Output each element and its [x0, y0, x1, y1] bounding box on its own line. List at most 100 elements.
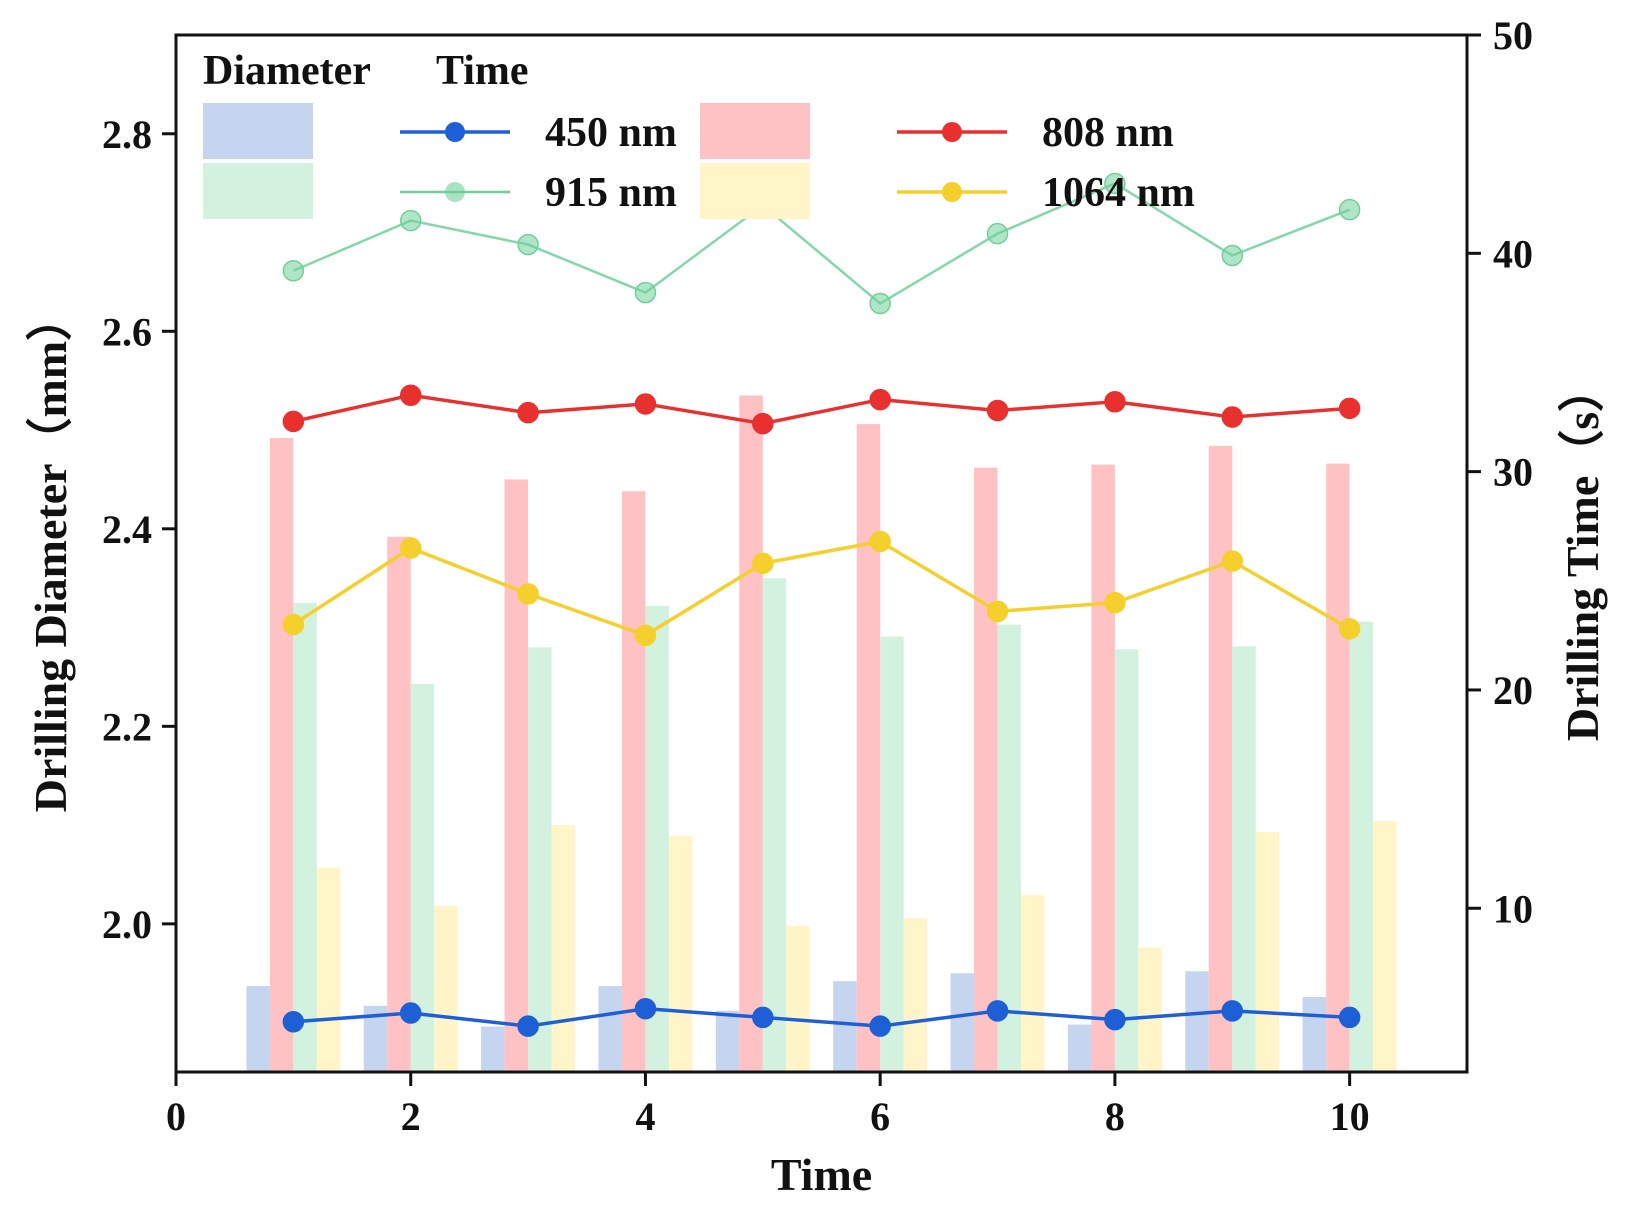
point-450nm-6 [869, 1015, 891, 1037]
y-tick-label: 2.0 [102, 902, 152, 947]
y-tick-label: 2.6 [102, 309, 152, 354]
point-1064nm-7 [986, 600, 1009, 623]
x-tick-label: 8 [1105, 1094, 1125, 1139]
bar-1064nm-5 [786, 925, 810, 1072]
line-808nm [292, 393, 1350, 426]
point-450nm-2 [399, 1002, 422, 1024]
legend-swatch-450nm [203, 103, 313, 159]
bar-1064nm-4 [668, 835, 693, 1072]
point-915nm-10 [1338, 198, 1361, 221]
point-1064nm-4 [634, 624, 657, 647]
legend-marker-1064nm [942, 182, 962, 202]
point-808nm-6 [869, 388, 891, 411]
bar-808nm-7 [974, 467, 998, 1072]
point-915nm-8 [1104, 172, 1126, 195]
legend-marker-808nm [942, 122, 962, 142]
point-1064nm-8 [1104, 591, 1126, 614]
point-915nm-3 [517, 233, 539, 256]
point-450nm-9 [1221, 1000, 1244, 1022]
bar-915nm-9 [1232, 646, 1256, 1072]
y2-axis-title: Drilling Time（s） [1557, 366, 1608, 741]
bar-915nm-7 [997, 624, 1022, 1072]
bar-915nm-3 [528, 647, 552, 1072]
bar-915nm-2 [410, 683, 435, 1072]
bar-808nm-10 [1326, 463, 1350, 1072]
y2-tick-label: 10 [1493, 886, 1533, 931]
point-808nm-5 [752, 412, 774, 435]
bar-915nm-10 [1349, 621, 1374, 1072]
bar-450nm-4 [598, 986, 622, 1072]
point-450nm-4 [634, 997, 657, 1020]
bar-915nm-4 [645, 605, 669, 1072]
bar-450nm-10 [1302, 996, 1327, 1072]
bar-1064nm-1 [316, 867, 341, 1072]
point-808nm-1 [282, 410, 305, 433]
bar-808nm-4 [621, 491, 646, 1072]
legend-label-1064nm: 1064 nm [1042, 170, 1195, 216]
legend-swatch-1064nm [700, 163, 810, 219]
bar-450nm-6 [833, 981, 857, 1072]
bar-1064nm-7 [1021, 895, 1045, 1072]
legend-label-915nm: 915 nm [545, 170, 677, 216]
legend-label-450nm: 450 nm [545, 110, 677, 156]
legend-header-diameter: Diameter [203, 48, 371, 94]
point-450nm-7 [986, 1000, 1009, 1022]
point-808nm-8 [1104, 391, 1126, 413]
point-808nm-10 [1338, 397, 1361, 420]
point-915nm-6 [869, 292, 891, 315]
point-1064nm-5 [752, 552, 774, 575]
bar-1064nm-3 [551, 825, 576, 1072]
axes-layer: 0 2 4 6 8 10 2.0 2.2 2.4 2.6 2.8 10 20 30 40 50 [102, 13, 1533, 1139]
legend-swatch-915nm [203, 163, 313, 219]
legend-swatch-808nm [700, 103, 810, 159]
x-tick-label: 4 [635, 1094, 655, 1139]
point-808nm-9 [1221, 406, 1244, 428]
bar-808nm-5 [739, 395, 763, 1072]
point-450nm-3 [517, 1015, 539, 1037]
x-tick-label: 2 [401, 1094, 421, 1139]
bar-450nm-8 [1067, 1024, 1092, 1072]
legend-label-808nm: 808 nm [1042, 110, 1174, 156]
y-tick-label: 2.4 [102, 507, 152, 552]
bar-450nm-1 [246, 986, 270, 1072]
point-915nm-4 [634, 281, 657, 304]
bar-915nm-1 [293, 602, 317, 1072]
point-1064nm-3 [517, 583, 539, 605]
point-450nm-8 [1104, 1008, 1126, 1031]
x-tick-label: 6 [870, 1094, 890, 1139]
legend-marker-450nm [445, 122, 465, 142]
bar-808nm-3 [504, 479, 529, 1072]
y-tick-label: 2.2 [102, 704, 152, 749]
point-915nm-9 [1221, 244, 1244, 267]
point-915nm-1 [282, 260, 305, 282]
point-450nm-10 [1338, 1006, 1361, 1029]
point-1064nm-9 [1221, 550, 1244, 572]
point-808nm-2 [399, 384, 422, 406]
x-axis-title: Time [771, 1149, 872, 1200]
y2-tick-label: 50 [1493, 13, 1533, 58]
bar-450nm-7 [950, 973, 975, 1072]
bar-808nm-8 [1091, 464, 1115, 1073]
plot-frame [174, 33, 1469, 1074]
legend: Diameter Time 450 nm 808 nm 915 nm 1064 nm [203, 48, 1195, 219]
point-808nm-3 [517, 401, 539, 424]
legend-header-time: Time [436, 48, 529, 94]
y-tick-label: 2.8 [102, 112, 152, 157]
y2-tick-label: 20 [1493, 668, 1533, 713]
y-axis-title: Drilling Diameter（mm） [25, 295, 76, 812]
bar-1064nm-6 [903, 917, 928, 1072]
lines-layer [282, 172, 1361, 1037]
line-450nm [293, 1006, 1350, 1028]
point-450nm-5 [752, 1006, 774, 1029]
point-1064nm-10 [1338, 618, 1361, 640]
bar-808nm-6 [856, 424, 881, 1072]
point-915nm-2 [399, 209, 422, 232]
bar-450nm-9 [1185, 971, 1209, 1072]
point-1064nm-2 [399, 537, 422, 559]
x-tick-label: 0 [166, 1094, 186, 1139]
bar-450nm-3 [481, 1026, 505, 1072]
y2-tick-label: 30 [1493, 450, 1533, 495]
legend-marker-915nm [445, 182, 465, 202]
point-808nm-4 [634, 393, 657, 415]
